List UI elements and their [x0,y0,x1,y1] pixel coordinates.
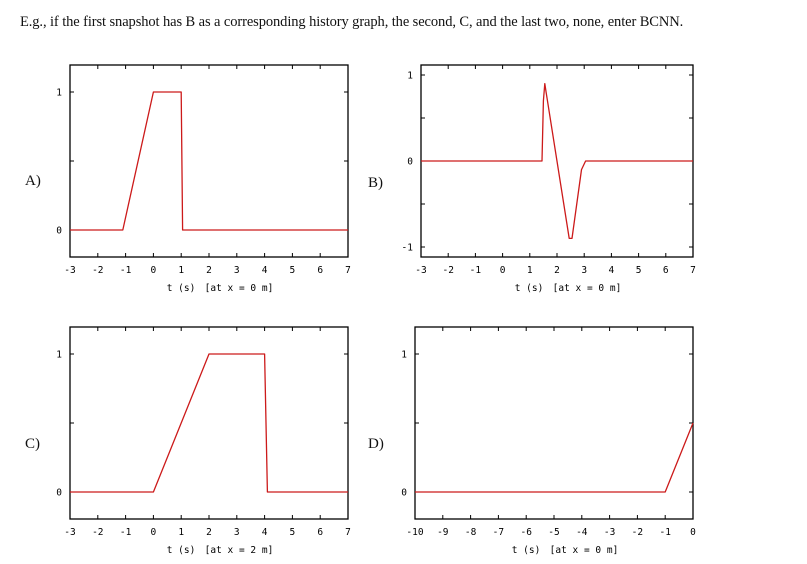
x-axis-label: t (s) [515,283,544,294]
x-tick-label: 2 [554,265,560,276]
x-tick-label: -7 [493,527,504,538]
position-annotation: [at x = 0 m] [550,545,619,556]
position-annotation: [at x = 0 m] [205,283,274,294]
panel-label-d: D) [368,436,384,452]
plot-frame [69,326,349,520]
x-tick-label: -3 [415,265,426,276]
x-tick-label: -1 [120,265,132,276]
x-tick-label: 5 [636,265,642,276]
x-tick-label: 5 [290,265,296,276]
x-tick-label: -1 [470,265,482,276]
x-tick-label: 0 [151,265,157,276]
chart-a: -3 -2 -1 0 1 2 3 4 5 6 7 0 1 t (s) [at x = 0 m] [56,64,351,294]
x-tick-label: 1 [178,527,184,538]
y-tick-label: 1 [56,88,62,99]
x-tick-label: 3 [234,265,240,276]
x-tick-label: 7 [690,265,696,276]
y-tick-label: 0 [407,157,413,168]
plot-frame [414,326,694,520]
x-tick-label: -3 [64,265,75,276]
x-axis-label: t (s) [167,283,196,294]
history-curve [421,82,693,240]
x-tick-label: 6 [317,527,323,538]
chart-c: -3 -2 -1 0 1 2 3 4 5 6 7 0 1 t (s) [at x = 2 m] [56,326,351,556]
x-tick-label: -9 [437,527,449,538]
plot-frame [69,64,349,258]
x-tick-label: -2 [92,527,103,538]
history-curve [70,353,348,493]
y-tick-label: -1 [402,243,414,254]
x-tick-label: 5 [290,527,296,538]
instruction-text: E.g., if the first snapshot has B as a c… [20,14,684,30]
history-curve [70,91,348,231]
history-curve [415,422,694,493]
x-tick-label: 0 [500,265,506,276]
y-tick-label: 1 [401,350,407,361]
position-annotation: [at x = 2 m] [205,545,274,556]
x-tick-label: 2 [206,527,212,538]
y-tick-label: 0 [56,226,62,237]
x-tick-label: -6 [520,527,532,538]
y-tick-label: 0 [401,488,407,499]
position-annotation: [at x = 0 m] [553,283,622,294]
x-tick-label: 4 [262,265,268,276]
x-tick-label: 7 [345,527,351,538]
x-tick-label: 0 [690,527,696,538]
y-tick-label: 1 [56,350,62,361]
x-axis-label: t (s) [167,545,196,556]
x-tick-label: 1 [527,265,533,276]
x-tick-label: 1 [178,265,184,276]
x-tick-label: -4 [576,527,588,538]
panel-label-c: C) [25,436,40,452]
x-tick-label: 0 [151,527,157,538]
x-tick-label: 3 [581,265,587,276]
panel-label-a: A) [25,173,41,189]
x-tick-label: -3 [64,527,75,538]
y-tick-label: 1 [407,71,413,82]
y-tick-label: 0 [56,488,62,499]
chart-b: -3 -2 -1 0 1 2 3 4 5 6 7 -1 0 1 t (s) [at x = 0 m] [402,64,696,294]
x-tick-label: 4 [262,527,268,538]
panel-label-b: B) [368,175,383,191]
x-tick-label: 2 [206,265,212,276]
x-tick-label: 6 [663,265,669,276]
x-tick-label: -2 [92,265,103,276]
x-tick-label: -5 [548,527,559,538]
x-tick-label: 6 [317,265,323,276]
x-tick-label: 7 [345,265,351,276]
x-tick-label: -1 [120,527,132,538]
x-tick-label: -8 [465,527,477,538]
x-tick-label: -10 [406,527,423,538]
x-tick-label: -1 [659,527,671,538]
x-axis-label: t (s) [512,545,541,556]
x-tick-label: -2 [632,527,643,538]
x-tick-label: -2 [442,265,453,276]
x-tick-label: 4 [609,265,615,276]
x-tick-label: 3 [234,527,240,538]
x-tick-label: -3 [604,527,615,538]
